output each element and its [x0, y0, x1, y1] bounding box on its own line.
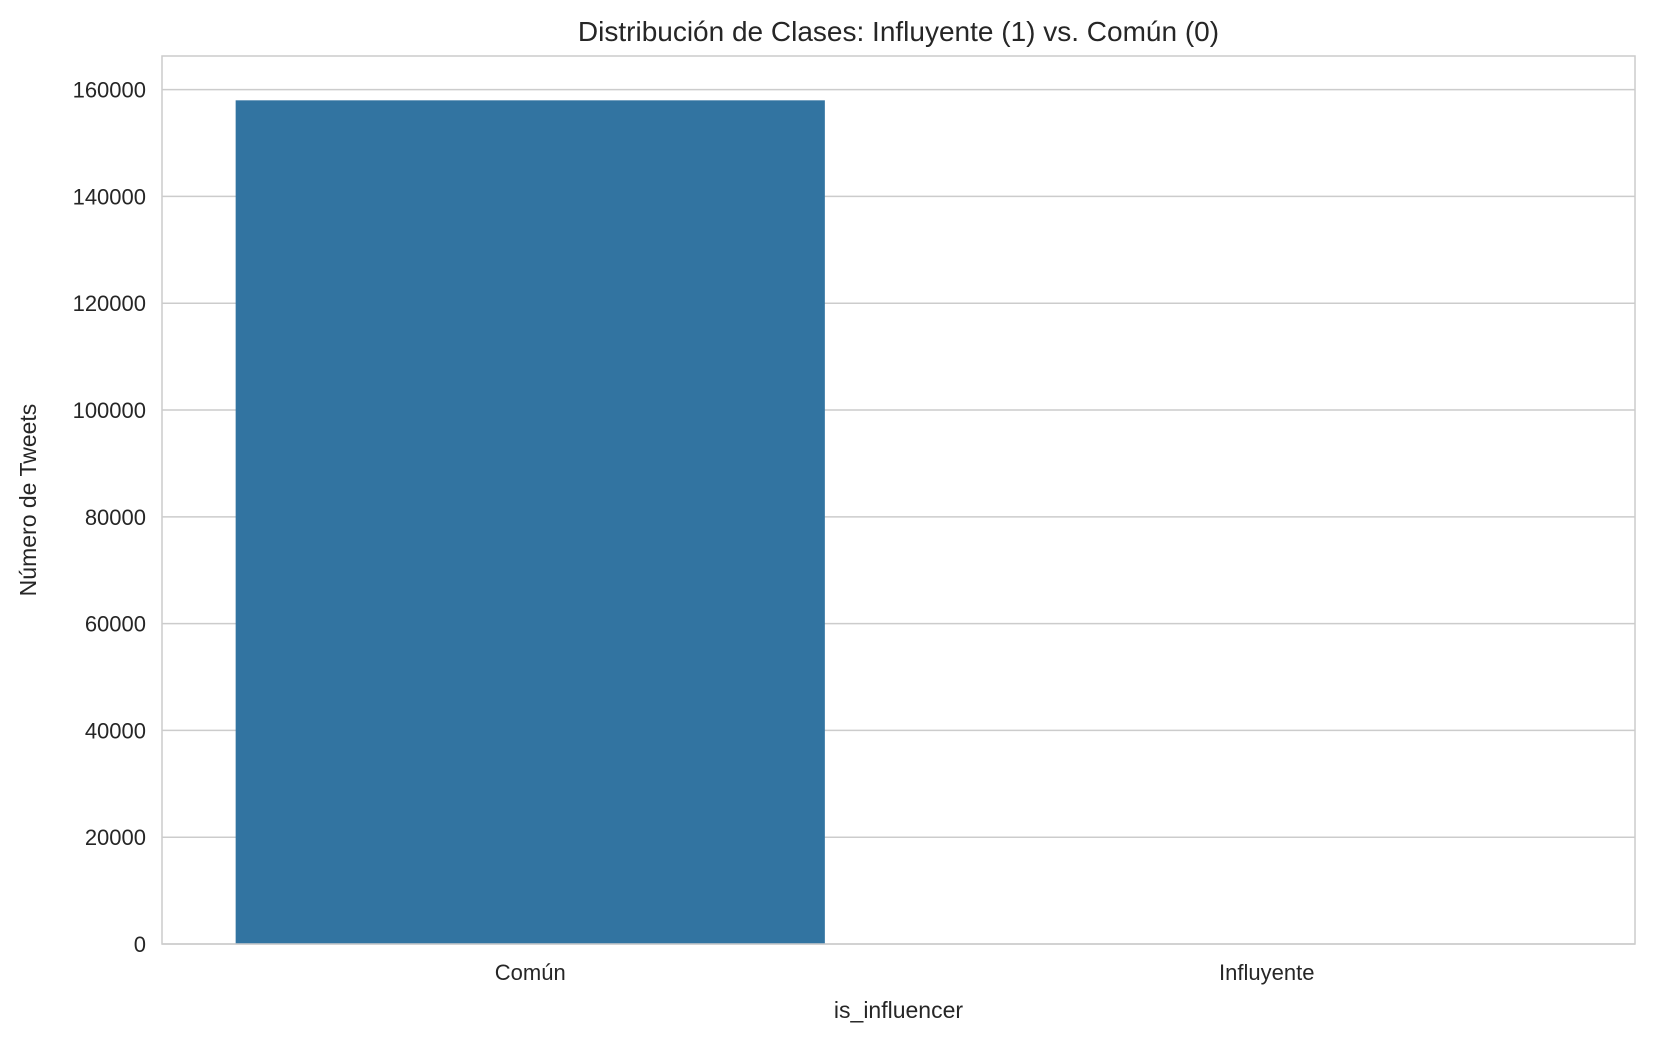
plot-frame — [161, 55, 1636, 945]
y-axis-label: Número de Tweets — [15, 404, 41, 597]
y-tick-label: 40000 — [85, 718, 146, 743]
y-tick-label: 160000 — [73, 78, 146, 103]
y-axis-ticks: 0 20000 40000 60000 80000 100000 120000 140000 1… — [73, 78, 146, 957]
y-tick-label: 100000 — [73, 398, 146, 423]
bars — [235, 100, 825, 945]
y-tick-label: 140000 — [73, 184, 146, 209]
bar-comun — [235, 100, 825, 945]
y-tick-label: 80000 — [85, 505, 146, 530]
y-tick-label: 120000 — [73, 291, 146, 316]
y-tick-label: 60000 — [85, 612, 146, 637]
x-tick-label: Influyente — [1219, 960, 1314, 985]
x-axis-label: is_influencer — [834, 997, 963, 1023]
chart-title: Distribución de Clases: Influyente (1) v… — [578, 16, 1219, 47]
x-tick-label: Común — [495, 960, 566, 985]
x-axis-ticks: Común Influyente — [495, 960, 1315, 985]
y-tick-label: 20000 — [85, 825, 146, 850]
y-tick-label: 0 — [134, 932, 146, 957]
